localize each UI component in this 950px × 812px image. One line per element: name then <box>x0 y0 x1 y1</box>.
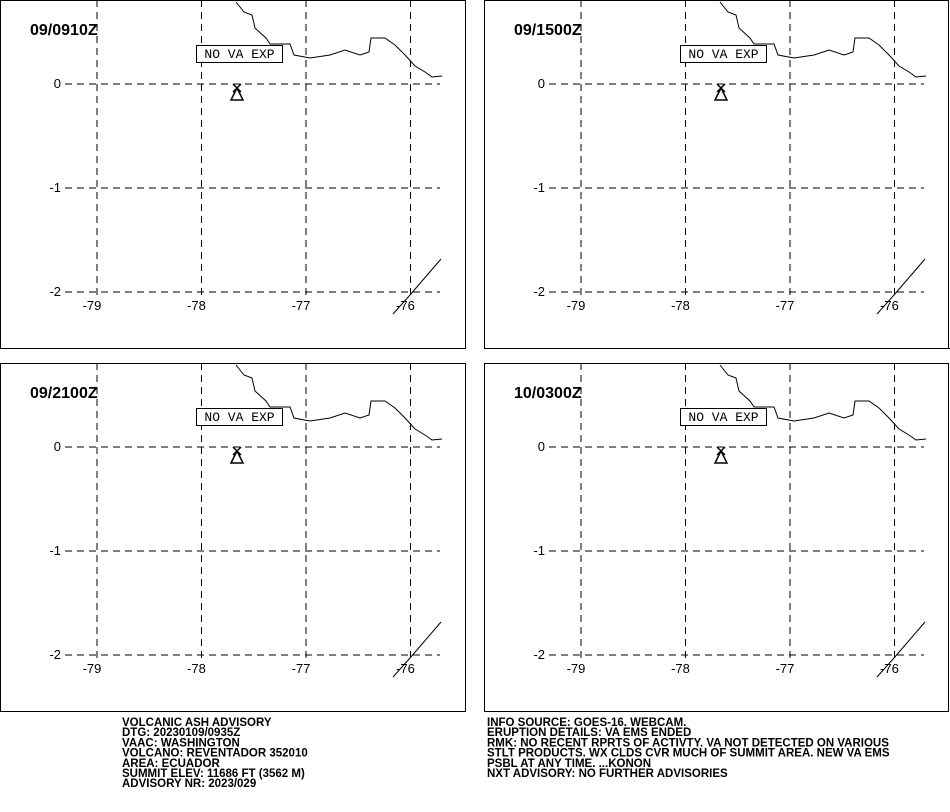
va-label: NO VA EXP <box>688 47 758 62</box>
info-line: NXT ADVISORY: NO FURTHER ADVISORIES <box>487 768 728 780</box>
y-tick-label: -2 <box>49 647 61 662</box>
map-panel: -79 -78 -77 -76 0 -1 -2 09/2100Z NO VA EXP <box>0 363 466 712</box>
x-tick-label: -76 <box>880 298 899 313</box>
advisory-line: VAAC: WASHINGTON <box>122 737 240 749</box>
volcano-icon <box>713 446 729 464</box>
x-tick-label: -78 <box>671 661 690 676</box>
panel-time: 09/1500Z <box>514 22 582 39</box>
coastline <box>235 364 443 441</box>
info-line: ERUPTION DETAILS: VA EMS ENDED <box>487 727 691 739</box>
va-label: NO VA EXP <box>688 410 758 425</box>
advisory-line: VOLCANIC ASH ADVISORY <box>122 717 272 729</box>
y-tick-label: -1 <box>49 180 61 195</box>
x-tick-label: -76 <box>880 661 899 676</box>
x-tick-label: -79 <box>567 661 586 676</box>
volcano-icon <box>229 83 245 101</box>
label-box <box>196 408 283 426</box>
x-tick-label: -79 <box>83 298 102 313</box>
panel-border <box>0 0 466 349</box>
x-tick-label: -76 <box>396 661 415 676</box>
y-tick-label: 0 <box>538 439 545 454</box>
volcano-icon <box>229 446 245 464</box>
map-panel: -79 -78 -77 -76 0 -1 -2 09/1500Z NO VA EXP <box>484 0 949 349</box>
label-box <box>196 45 283 63</box>
y-tick-label: -1 <box>533 543 545 558</box>
x-tick-label: -79 <box>567 298 586 313</box>
advisory-line: DTG: 20230109/0935Z <box>122 727 240 739</box>
panel-time: 09/0910Z <box>30 22 98 39</box>
advisory-line: ADVISORY NR: 2023/029 <box>122 778 256 790</box>
x-tick-label: -77 <box>292 661 311 676</box>
map-panel: -79 -78 -77 -76 0 -1 -2 09/0910Z NO VA EXP <box>0 0 466 349</box>
y-tick-label: 0 <box>54 76 61 91</box>
y-tick-label: 0 <box>538 76 545 91</box>
map-panel: -79 -78 -77 -76 0 -1 -2 10/0300Z NO VA EXP <box>484 363 949 712</box>
coastline <box>876 621 926 678</box>
y-tick-label: -2 <box>49 284 61 299</box>
x-tick-label: -76 <box>396 298 415 313</box>
va-label: NO VA EXP <box>204 410 274 425</box>
coastline <box>392 258 442 315</box>
x-tick-label: -78 <box>671 298 690 313</box>
panel-border <box>0 363 466 712</box>
advisory-line: SUMMIT ELEV: 11686 FT (3562 M) <box>122 768 305 780</box>
coastline <box>876 258 926 315</box>
y-tick-label: -2 <box>533 284 545 299</box>
x-tick-label: -78 <box>187 298 206 313</box>
panel-border <box>484 0 949 349</box>
info-line: INFO SOURCE: GOES-16. WEBCAM. <box>487 717 686 729</box>
advisory-line: VOLCANO: REVENTADOR 352010 <box>122 748 308 760</box>
coastline <box>392 621 442 678</box>
label-box <box>680 45 767 63</box>
x-tick-label: -77 <box>292 298 311 313</box>
volcano-icon <box>713 83 729 101</box>
info-line: RMK: NO RECENT RPRTS OF ACTIVTY. VA NOT … <box>487 737 889 749</box>
label-box <box>680 408 767 426</box>
y-tick-label: -1 <box>49 543 61 558</box>
va-label: NO VA EXP <box>204 47 274 62</box>
info-line: STLT PRODUCTS. WX CLDS CVR MUCH OF SUMMI… <box>487 748 890 760</box>
x-tick-label: -77 <box>776 298 795 313</box>
x-tick-label: -78 <box>187 661 206 676</box>
panel-time: 09/2100Z <box>30 385 98 402</box>
y-tick-label: 0 <box>54 439 61 454</box>
y-tick-label: -1 <box>533 180 545 195</box>
coastline <box>719 364 927 441</box>
y-tick-label: -2 <box>533 647 545 662</box>
info-line: PSBL AT ANY TIME. ...KONON <box>487 758 651 770</box>
x-tick-label: -79 <box>83 661 102 676</box>
coastline <box>235 1 443 78</box>
panel-border <box>484 363 949 712</box>
coastline <box>719 1 927 78</box>
panel-time: 10/0300Z <box>514 385 582 402</box>
advisory-line: AREA: ECUADOR <box>122 758 220 770</box>
x-tick-label: -77 <box>776 661 795 676</box>
